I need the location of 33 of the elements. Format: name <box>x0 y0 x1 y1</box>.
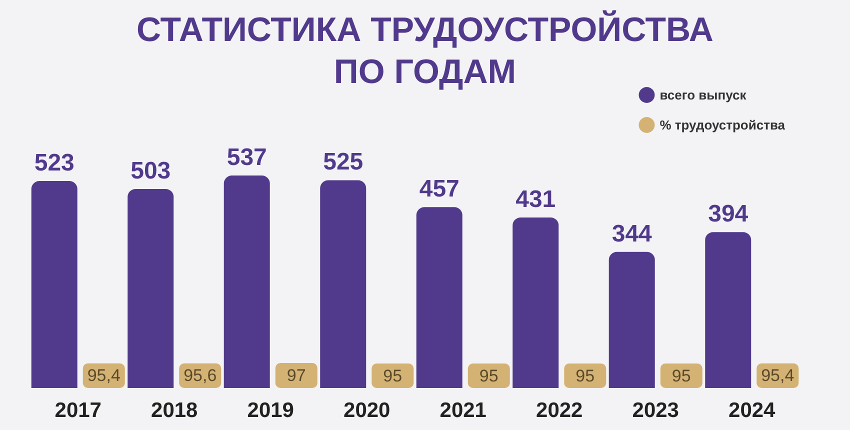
data-label: 503 <box>130 157 171 184</box>
bar <box>416 207 462 388</box>
data-label: 537 <box>226 144 267 171</box>
data-label: 344 <box>612 220 653 248</box>
bar <box>31 181 78 388</box>
bar <box>128 188 174 388</box>
data-label: 95 <box>479 366 498 386</box>
bar <box>320 180 366 388</box>
x-tick-label: 2017 <box>54 399 102 422</box>
x-tick-label: 2020 <box>344 399 390 422</box>
data-label: 95 <box>383 366 402 386</box>
x-tick-label: 2018 <box>151 399 198 422</box>
bar <box>608 252 655 388</box>
bar <box>705 232 752 388</box>
x-tick-label: 2021 <box>440 399 487 422</box>
data-label: 95 <box>672 366 691 386</box>
data-label: 95,4 <box>87 366 120 386</box>
data-label: 394 <box>708 200 749 228</box>
data-label: 97 <box>286 366 306 386</box>
data-label: 525 <box>323 148 364 176</box>
x-tick-label: 2019 <box>247 399 294 422</box>
bar <box>512 217 559 388</box>
data-label: 457 <box>419 176 460 203</box>
bar <box>224 176 270 388</box>
x-tick-label: 2023 <box>632 399 679 422</box>
data-label: 95 <box>576 366 595 386</box>
data-label: 95,6 <box>184 366 217 386</box>
x-tick-label: 2022 <box>536 399 583 422</box>
legend-label: % трудоустройства <box>660 118 786 132</box>
x-tick-label: 2024 <box>728 399 776 422</box>
data-label: 95,4 <box>761 366 794 386</box>
data-label: 523 <box>34 150 74 177</box>
data-label: 431 <box>516 186 556 213</box>
